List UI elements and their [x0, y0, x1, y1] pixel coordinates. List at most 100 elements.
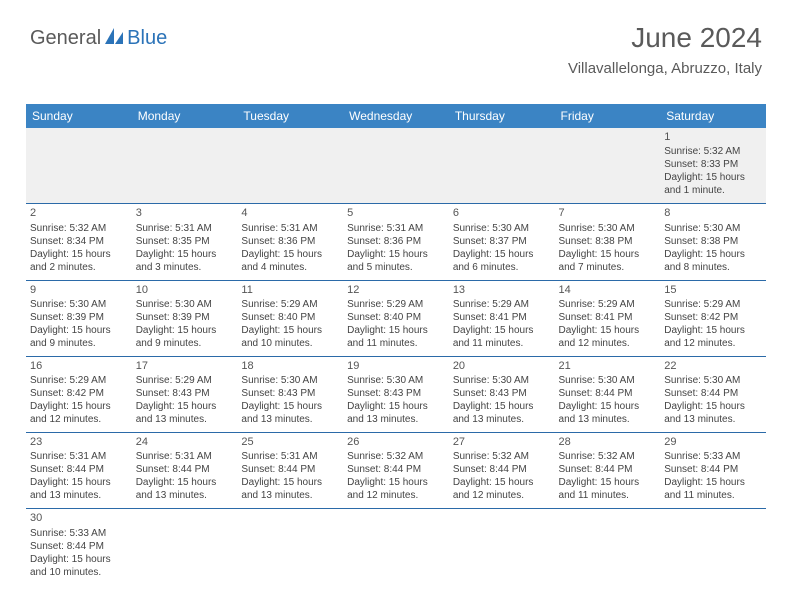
sunrise-text: Sunrise: 5:32 AM [347, 450, 445, 463]
calendar-day-cell: 2Sunrise: 5:32 AMSunset: 8:34 PMDaylight… [26, 204, 132, 280]
sunset-text: Sunset: 8:44 PM [136, 463, 234, 476]
day-number: 9 [30, 283, 128, 297]
day-number: 13 [453, 283, 551, 297]
calendar-day-cell: 22Sunrise: 5:30 AMSunset: 8:44 PMDayligh… [660, 356, 766, 432]
month-title: June 2024 [568, 22, 762, 54]
sunrise-text: Sunrise: 5:33 AM [30, 527, 128, 540]
sunset-text: Sunset: 8:33 PM [664, 158, 762, 171]
calendar-day-cell: 10Sunrise: 5:30 AMSunset: 8:39 PMDayligh… [132, 280, 238, 356]
sunset-text: Sunset: 8:44 PM [30, 463, 128, 476]
daylight-text: Daylight: 15 hours and 11 minutes. [664, 476, 762, 502]
calendar-day-cell: 4Sunrise: 5:31 AMSunset: 8:36 PMDaylight… [237, 204, 343, 280]
calendar-day-cell: 24Sunrise: 5:31 AMSunset: 8:44 PMDayligh… [132, 433, 238, 509]
calendar-day-cell [237, 509, 343, 585]
sunrise-text: Sunrise: 5:29 AM [136, 374, 234, 387]
daylight-text: Daylight: 15 hours and 7 minutes. [559, 248, 657, 274]
calendar-day-cell: 21Sunrise: 5:30 AMSunset: 8:44 PMDayligh… [555, 356, 661, 432]
day-number: 26 [347, 435, 445, 449]
daylight-text: Daylight: 15 hours and 13 minutes. [453, 400, 551, 426]
daylight-text: Daylight: 15 hours and 12 minutes. [559, 324, 657, 350]
calendar-day-cell: 16Sunrise: 5:29 AMSunset: 8:42 PMDayligh… [26, 356, 132, 432]
weekday-header: Tuesday [237, 104, 343, 128]
day-number: 7 [559, 206, 657, 220]
day-number: 12 [347, 283, 445, 297]
day-number: 14 [559, 283, 657, 297]
calendar-day-cell: 13Sunrise: 5:29 AMSunset: 8:41 PMDayligh… [449, 280, 555, 356]
day-number: 3 [136, 206, 234, 220]
calendar-week-row: 2Sunrise: 5:32 AMSunset: 8:34 PMDaylight… [26, 204, 766, 280]
calendar-week-row: 30Sunrise: 5:33 AMSunset: 8:44 PMDayligh… [26, 509, 766, 585]
daylight-text: Daylight: 15 hours and 8 minutes. [664, 248, 762, 274]
sunrise-text: Sunrise: 5:30 AM [453, 222, 551, 235]
sunset-text: Sunset: 8:44 PM [241, 463, 339, 476]
sunrise-text: Sunrise: 5:31 AM [136, 222, 234, 235]
weekday-header: Wednesday [343, 104, 449, 128]
day-number: 10 [136, 283, 234, 297]
daylight-text: Daylight: 15 hours and 13 minutes. [241, 476, 339, 502]
day-number: 5 [347, 206, 445, 220]
calendar-day-cell: 18Sunrise: 5:30 AMSunset: 8:43 PMDayligh… [237, 356, 343, 432]
sunset-text: Sunset: 8:39 PM [30, 311, 128, 324]
daylight-text: Daylight: 15 hours and 3 minutes. [136, 248, 234, 274]
sunset-text: Sunset: 8:41 PM [559, 311, 657, 324]
calendar-day-cell [449, 128, 555, 204]
day-number: 21 [559, 359, 657, 373]
daylight-text: Daylight: 15 hours and 10 minutes. [241, 324, 339, 350]
calendar-day-cell [555, 128, 661, 204]
sunset-text: Sunset: 8:43 PM [347, 387, 445, 400]
sunrise-text: Sunrise: 5:30 AM [347, 374, 445, 387]
sunrise-text: Sunrise: 5:32 AM [30, 222, 128, 235]
calendar-week-row: 16Sunrise: 5:29 AMSunset: 8:42 PMDayligh… [26, 356, 766, 432]
logo-sail-icon [103, 26, 125, 51]
calendar-day-cell: 11Sunrise: 5:29 AMSunset: 8:40 PMDayligh… [237, 280, 343, 356]
weekday-header-row: Sunday Monday Tuesday Wednesday Thursday… [26, 104, 766, 128]
daylight-text: Daylight: 15 hours and 6 minutes. [453, 248, 551, 274]
calendar-day-cell: 8Sunrise: 5:30 AMSunset: 8:38 PMDaylight… [660, 204, 766, 280]
daylight-text: Daylight: 15 hours and 9 minutes. [136, 324, 234, 350]
sunset-text: Sunset: 8:44 PM [559, 463, 657, 476]
calendar-day-cell: 12Sunrise: 5:29 AMSunset: 8:40 PMDayligh… [343, 280, 449, 356]
location-text: Villavallelonga, Abruzzo, Italy [568, 60, 762, 77]
sunset-text: Sunset: 8:39 PM [136, 311, 234, 324]
sunset-text: Sunset: 8:36 PM [347, 235, 445, 248]
day-number: 23 [30, 435, 128, 449]
daylight-text: Daylight: 15 hours and 13 minutes. [347, 400, 445, 426]
calendar-day-cell: 30Sunrise: 5:33 AMSunset: 8:44 PMDayligh… [26, 509, 132, 585]
day-number: 27 [453, 435, 551, 449]
calendar-day-cell [132, 128, 238, 204]
calendar-day-cell: 17Sunrise: 5:29 AMSunset: 8:43 PMDayligh… [132, 356, 238, 432]
sunset-text: Sunset: 8:44 PM [664, 387, 762, 400]
calendar-day-cell [343, 509, 449, 585]
daylight-text: Daylight: 15 hours and 12 minutes. [664, 324, 762, 350]
sunset-text: Sunset: 8:38 PM [559, 235, 657, 248]
sunrise-text: Sunrise: 5:29 AM [30, 374, 128, 387]
sunrise-text: Sunrise: 5:31 AM [241, 450, 339, 463]
sunrise-text: Sunrise: 5:32 AM [559, 450, 657, 463]
weekday-header: Friday [555, 104, 661, 128]
logo-text-blue: Blue [127, 27, 167, 50]
sunrise-text: Sunrise: 5:30 AM [664, 222, 762, 235]
daylight-text: Daylight: 15 hours and 12 minutes. [30, 400, 128, 426]
day-number: 20 [453, 359, 551, 373]
calendar-day-cell: 23Sunrise: 5:31 AMSunset: 8:44 PMDayligh… [26, 433, 132, 509]
sunrise-text: Sunrise: 5:30 AM [241, 374, 339, 387]
daylight-text: Daylight: 15 hours and 5 minutes. [347, 248, 445, 274]
sunset-text: Sunset: 8:38 PM [664, 235, 762, 248]
calendar-day-cell [555, 509, 661, 585]
calendar-day-cell: 6Sunrise: 5:30 AMSunset: 8:37 PMDaylight… [449, 204, 555, 280]
weekday-header: Thursday [449, 104, 555, 128]
sunset-text: Sunset: 8:44 PM [664, 463, 762, 476]
sunrise-text: Sunrise: 5:29 AM [241, 298, 339, 311]
day-number: 16 [30, 359, 128, 373]
daylight-text: Daylight: 15 hours and 13 minutes. [559, 400, 657, 426]
daylight-text: Daylight: 15 hours and 4 minutes. [241, 248, 339, 274]
day-number: 18 [241, 359, 339, 373]
daylight-text: Daylight: 15 hours and 2 minutes. [30, 248, 128, 274]
daylight-text: Daylight: 15 hours and 13 minutes. [241, 400, 339, 426]
sunrise-text: Sunrise: 5:30 AM [559, 374, 657, 387]
day-number: 24 [136, 435, 234, 449]
header-right: June 2024 Villavallelonga, Abruzzo, Ital… [568, 22, 762, 77]
calendar-day-cell: 19Sunrise: 5:30 AMSunset: 8:43 PMDayligh… [343, 356, 449, 432]
daylight-text: Daylight: 15 hours and 13 minutes. [30, 476, 128, 502]
sunrise-text: Sunrise: 5:31 AM [347, 222, 445, 235]
